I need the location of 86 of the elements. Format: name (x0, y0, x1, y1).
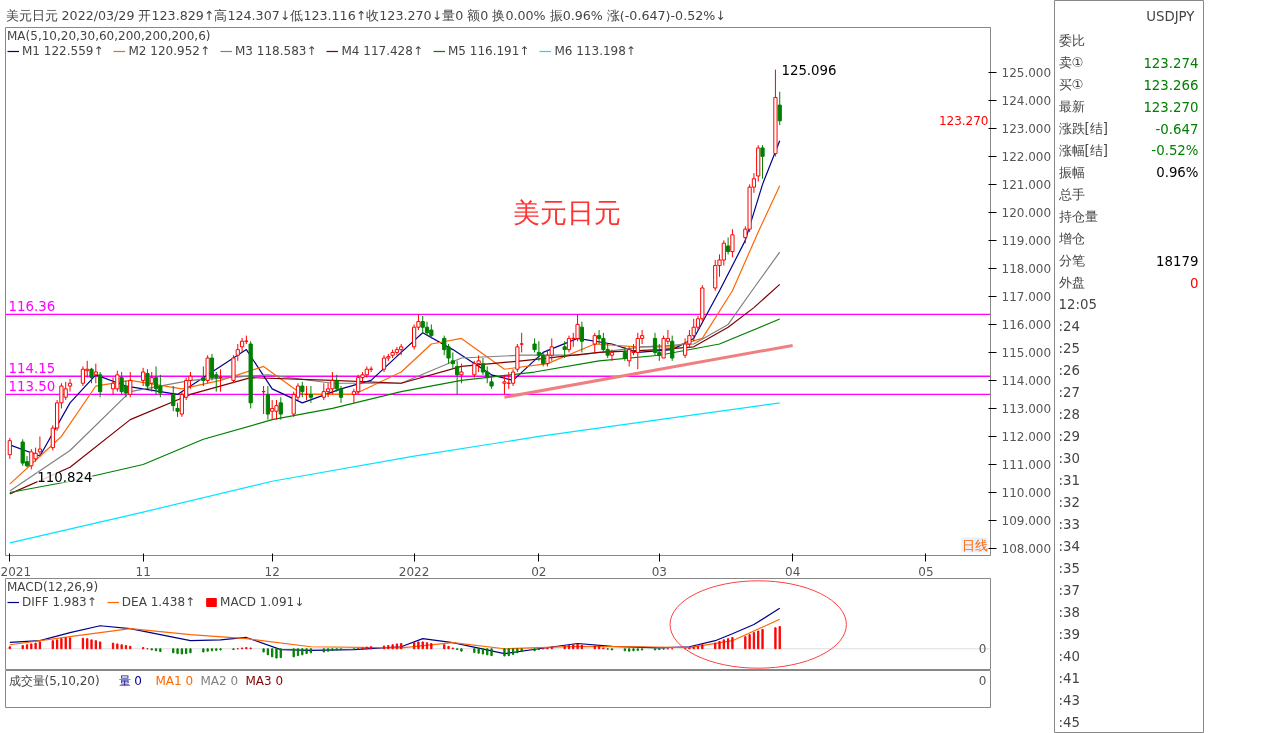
text: 委比 (1058, 33, 1085, 48)
text: :31 (1058, 473, 1080, 488)
text: :38 (1058, 605, 1080, 620)
legend-label: M5 116.191↑ (447, 44, 530, 58)
text: 分笔 18179 (1058, 253, 1199, 269)
annotation: 123.270 (938, 114, 989, 129)
y-tick-label: 119.000 (1001, 233, 1052, 248)
y-tick-label: 123.000 (1001, 121, 1052, 136)
text: :37 (1058, 583, 1080, 598)
text: :43 (1058, 693, 1080, 708)
text: :39 (1058, 627, 1080, 642)
text: :33 (1058, 517, 1080, 532)
ref-line-label: 114.15 (8, 361, 56, 377)
legend-label: M6 113.198↑ (554, 44, 636, 58)
text: USDJPY (1146, 9, 1196, 24)
y-tick-label: 108.000 (1001, 542, 1052, 556)
y-tick-label: 110.000 (1001, 485, 1052, 500)
text: 成交量(5,10,20) (8, 673, 100, 688)
x-tick-label: 02 (531, 564, 547, 579)
y-tick-label: 113.000 (1001, 401, 1052, 416)
text: MA3 0 (245, 673, 284, 688)
text: 外盘 0 (1058, 275, 1199, 291)
y-tick-label: 118.000 (1001, 261, 1052, 276)
text: :24 (1058, 319, 1080, 334)
legend-label: M1 122.559↑ (22, 44, 104, 58)
x-tick-label: 04 (785, 564, 801, 579)
text: 持仓量 (1058, 209, 1098, 224)
legend-label: M3 118.583↑ (234, 44, 317, 58)
y-tick-label: 122.000 (1001, 149, 1052, 164)
text: :41 (1058, 671, 1080, 686)
ref-line-label: 116.36 (8, 299, 56, 315)
x-tick-label: 05 (918, 564, 934, 579)
x-tick-label: 2022 (398, 564, 430, 579)
text: :35 (1058, 561, 1080, 576)
y-tick-label: 111.000 (1001, 457, 1052, 472)
y-tick-label: 114.000 (1001, 373, 1052, 388)
legend-label: M4 117.428↑ (341, 44, 423, 58)
y-tick-label: 116.000 (1001, 317, 1052, 332)
ref-line-label: 113.50 (8, 379, 56, 395)
text: :30 (1058, 451, 1080, 466)
y-tick-label: 120.000 (1001, 205, 1052, 220)
y-tick-label: 121.000 (1001, 177, 1052, 192)
text: :45 (1058, 715, 1080, 730)
annotation: 110.824 (37, 470, 93, 486)
chart-title: 美元日元 2022/03/29 开123.829↑高124.307↓低123.116↑收123.270↓量0 额0 换0.00% 振0.96% 涨(-0.647)-0.52%↓ (5, 7, 726, 23)
y-tick-label: 109.000 (1001, 513, 1052, 528)
legend-label: DEA 1.438↑ (121, 595, 196, 609)
y-tick-label: 124.000 (1001, 93, 1052, 108)
legend-label: DIFF 1.983↑ (22, 595, 97, 609)
text: MA1 0 (155, 673, 194, 688)
text: :26 (1058, 363, 1080, 378)
text: 最新 123.270 (1058, 99, 1199, 115)
annotation: 美元日元 (512, 197, 621, 229)
x-tick-label: 12 (264, 564, 280, 579)
legend-label: M2 120.952↑ (128, 44, 210, 58)
legend-label: MACD 1.091↓ (220, 595, 305, 609)
text: 0 (978, 674, 987, 688)
chart-title: MACD(12,26,9) (7, 580, 100, 594)
text: MA2 0 (200, 673, 239, 688)
x-tick-label: 03 (651, 564, 667, 579)
x-tick-label: 11 (135, 564, 151, 579)
y-tick-label: 115.000 (1001, 345, 1052, 360)
text: 总手 (1057, 187, 1085, 202)
annotation: 0 (978, 642, 987, 657)
text: :25 (1058, 341, 1080, 356)
text: 12:05 (1058, 297, 1097, 312)
y-tick-label: 117.000 (1001, 289, 1052, 304)
text: 买① 123.266 (1058, 77, 1199, 93)
text: :40 (1058, 649, 1080, 664)
y-tick-label: 125.000 (1001, 65, 1052, 80)
x-tick-label: 2021 (0, 564, 32, 579)
text: 振幅 0.96% (1058, 165, 1199, 180)
text: :34 (1058, 539, 1080, 554)
annotation: 日线 (961, 537, 988, 553)
text: :29 (1058, 429, 1080, 444)
y-tick-label: 112.000 (1001, 429, 1052, 444)
text: 增仓 (1057, 231, 1085, 246)
text: :32 (1058, 495, 1080, 510)
text: 量 0 (118, 673, 142, 688)
text: 涨幅[结] -0.52% (1058, 143, 1199, 158)
annotation: 125.096 (781, 62, 837, 78)
text: 涨跌[结] -0.647 (1058, 121, 1199, 137)
text: 卖① 123.274 (1058, 55, 1199, 71)
text: :27 (1058, 385, 1080, 400)
legend-title: MA(5,10,20,30,60,200,200,200,6) (7, 29, 212, 43)
text: :28 (1058, 407, 1080, 422)
